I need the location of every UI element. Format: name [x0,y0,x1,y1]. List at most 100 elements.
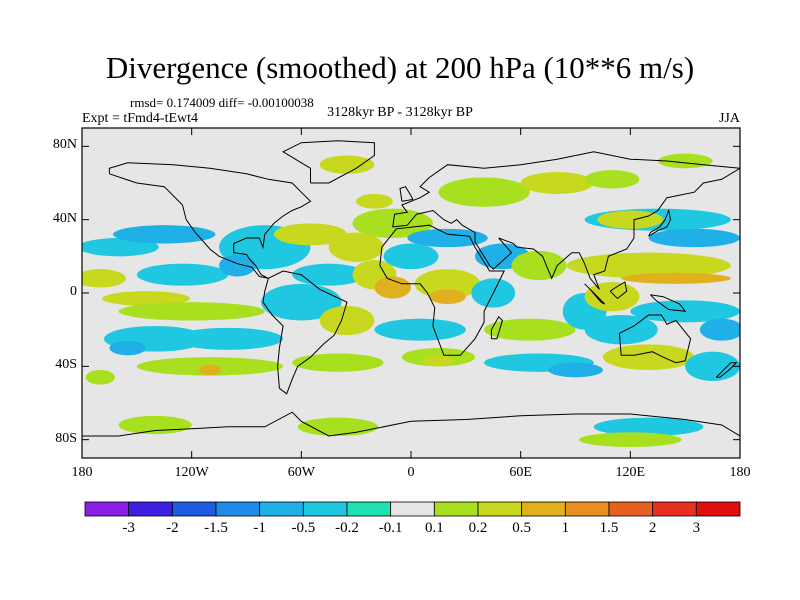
field-blob [319,155,375,174]
field-blob [136,263,229,286]
colorbar-label: 2 [648,520,657,536]
colorbar-label: 1.5 [599,520,619,536]
field-blob [173,327,284,350]
colorbar-swatch [521,501,566,517]
season-label: JJA [718,111,740,126]
colorbar-swatch [695,501,741,517]
coastline-antarctica [82,411,740,437]
lat-tick-label: 0 [70,284,77,299]
field-blob [484,318,576,341]
field-blob [520,172,594,194]
field-blob [374,276,411,299]
coastlines [82,140,740,437]
coastline-new-guinea [650,294,687,312]
colorbar-swatch [390,501,435,517]
field-blob [685,351,740,382]
field-blob [356,194,393,209]
coastline-madagascar [490,315,503,340]
page-title: Divergence (smoothed) at 200 hPa (10**6 … [105,50,695,85]
lat-tick-label: 40N [52,210,77,226]
field-blob [438,177,530,207]
field-blob [328,232,384,262]
lat-tick-label: 80N [52,137,77,153]
field-blob [414,269,481,299]
coastline-eurasia [392,151,740,290]
lon-tick-label: 180 [729,465,751,480]
axis-ticks [81,128,741,458]
field-blob [602,344,695,370]
colorbar-label: -1.5 [204,520,228,536]
field-blob [579,432,682,447]
field-blob [319,305,375,336]
coastline-new-zealand [715,362,738,378]
coastline-sumatra [584,283,606,305]
colorbar-label: 0.5 [512,520,532,536]
field-blob [352,208,433,238]
colorbar-label: -2 [166,520,179,536]
lon-tick-label: 0 [407,465,415,480]
field-blob [548,362,603,378]
colorbar-swatch [84,501,130,517]
colorbar-label: 0.1 [424,520,444,536]
coastline-south-america [262,270,348,395]
colorbar-swatch [259,501,304,517]
colorbar-label: -0.1 [378,520,403,536]
lon-tick-label: 60W [287,465,315,480]
coastline-australia [618,314,692,364]
colorbar-label: 3 [692,520,701,536]
field-blob [82,269,126,288]
colorbar-label: -1 [253,520,266,536]
field-blob [102,291,190,306]
coastline-greenland [282,140,375,184]
colorbar-swatch [128,501,173,517]
field-blob [429,289,466,304]
period-label: 3128kyr BP - 3128kyr BP [327,105,473,120]
colorbar-swatch [564,501,610,517]
colorbar-swatch [477,501,523,517]
field-blob [113,225,216,244]
coastline-north-america [108,162,312,279]
colorbar-swatch [346,501,392,517]
coastline-britain [399,186,414,202]
colorbar-label: -0.5 [291,520,316,536]
field-blob [374,318,466,341]
field-blob [584,170,640,189]
field-blob [297,417,379,437]
lat-tick-label: 80S [55,430,77,446]
lon-tick-label: 120W [174,465,209,480]
field-blob [292,353,384,372]
field-blob [261,283,342,321]
field-blob [383,243,439,270]
field-blob [198,364,221,376]
field-blob [593,417,704,437]
field-blob [82,238,159,257]
field-blob [109,340,146,356]
experiment-label: Expt = tFmd4-tEwt4 [82,111,199,126]
colorbar-label: -3 [122,520,135,536]
stats-label: rmsd= 0.174009 diff= -0.00100038 [130,95,314,110]
colorbar-swatch [608,501,654,517]
colorbar-label: -0.2 [335,520,359,536]
lat-tick-label: 40S [55,357,77,373]
field-blob [584,282,640,312]
field-blob [118,302,265,321]
field-blob [85,370,115,385]
divergence-field [82,153,740,447]
map-background [82,128,740,458]
colorbar-swatch [652,501,697,517]
field-blob [699,318,740,341]
colorbar-swatch [171,501,217,517]
colorbar-label: 1 [561,520,570,536]
field-blob [423,355,454,367]
colorbar-label: 0.2 [468,520,488,536]
colorbar-swatch [215,501,261,517]
colorbar-swatch [433,501,479,517]
field-blob [511,250,567,281]
field-blob [292,263,366,286]
field-blob [407,228,488,248]
lon-tick-label: 180 [71,465,93,480]
field-blob [648,228,740,248]
coastline-africa [379,224,506,356]
colorbar-swatch [302,501,348,517]
